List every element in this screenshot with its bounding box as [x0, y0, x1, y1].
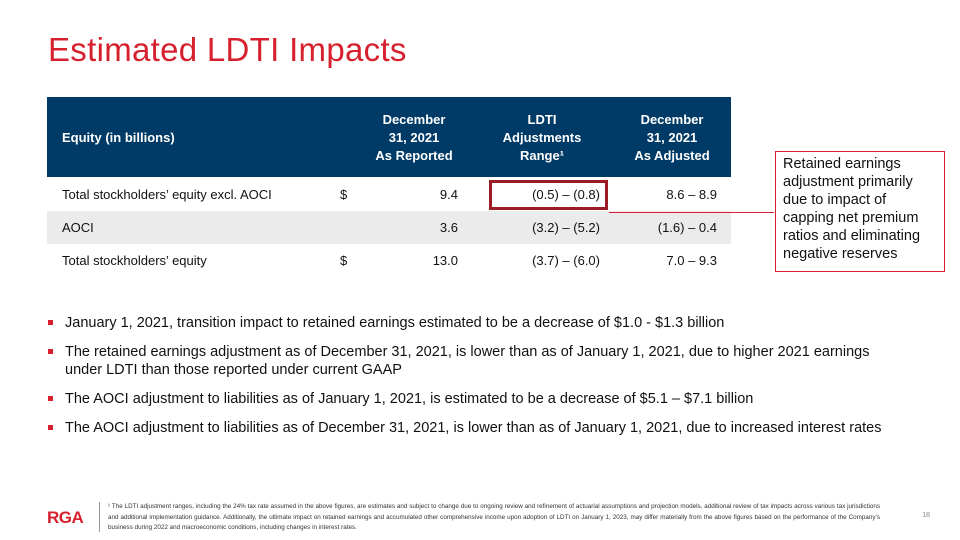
table-row: Total stockholders’ equity $ 13.0 (3.7) … — [62, 253, 717, 268]
table-row: Total stockholders’ equity excl. AOCI $ … — [62, 187, 717, 202]
table-header: Equity (in billions) December 31, 2021 A… — [47, 97, 731, 177]
bullet-list: January 1, 2021, transition impact to re… — [48, 314, 908, 448]
callout-box: Retained earnings adjustment primarily d… — [775, 151, 945, 272]
bullet-square-icon — [48, 425, 53, 430]
bullet-square-icon — [48, 396, 53, 401]
list-item: The retained earnings adjustment as of D… — [48, 343, 908, 379]
list-item: The AOCI adjustment to liabilities as of… — [48, 419, 908, 437]
header-adjustments: LDTI Adjustments Range¹ — [502, 112, 582, 163]
page-title: Estimated LDTI Impacts — [48, 31, 407, 68]
page-number: 18 — [922, 512, 930, 519]
list-item: The AOCI adjustment to liabilities as of… — [48, 390, 908, 408]
header-reported: December 31, 2021 As Reported — [375, 112, 453, 163]
rga-logo: RGA — [47, 508, 84, 527]
footnote: ¹ The LDTI adjustment ranges, including … — [108, 503, 880, 531]
footer-divider — [99, 502, 100, 532]
callout-connector-line — [609, 212, 774, 213]
highlight-box — [489, 180, 608, 210]
header-label: Equity (in billions) — [62, 130, 175, 145]
list-item: January 1, 2021, transition impact to re… — [48, 314, 908, 332]
table-row: AOCI 3.6 (3.2) – (5.2) (1.6) – 0.4 — [47, 211, 731, 244]
bullet-square-icon — [48, 320, 53, 325]
header-adjusted: December 31, 2021 As Adjusted — [634, 112, 710, 163]
bullet-square-icon — [48, 349, 53, 354]
